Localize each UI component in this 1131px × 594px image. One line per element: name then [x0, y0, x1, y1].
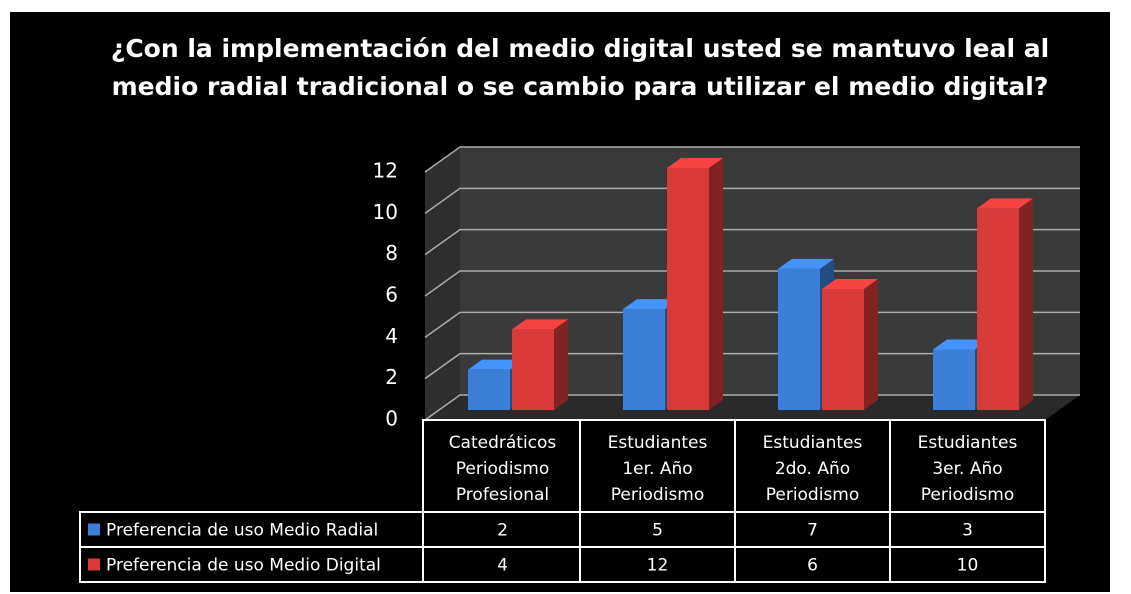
table-value: 6 — [807, 556, 818, 576]
table-value: 12 — [647, 556, 669, 576]
bar-side — [864, 279, 878, 410]
x-tick-label: Estudiantes 2do. Año Periodismo — [763, 433, 863, 505]
legend-label: Preferencia de uso Medio Digital — [106, 556, 381, 576]
bar-top — [933, 339, 989, 350]
bar — [512, 319, 568, 410]
table-value: 5 — [652, 521, 663, 541]
bar — [822, 279, 878, 410]
bar-side — [554, 319, 568, 410]
y-tick-label: 2 — [385, 365, 398, 389]
bar-top — [778, 258, 834, 269]
y-tick-label: 4 — [385, 324, 398, 348]
x-tick-label: Estudiantes 3er. Año Periodismo — [918, 433, 1018, 505]
bar-top — [822, 279, 878, 289]
legend-label: Preferencia de uso Medio Radial — [106, 521, 378, 541]
bar-side — [709, 158, 723, 410]
x-tick-label: Catedráticos Periodismo Profesional — [449, 433, 557, 505]
bar-side — [1019, 198, 1033, 410]
floor — [425, 395, 1080, 420]
grid-line — [424, 187, 1080, 214]
bar-front — [778, 268, 820, 410]
chart-title-line1: ¿Con la implementación del medio digital… — [111, 34, 1049, 63]
y-tick-label: 8 — [385, 241, 398, 265]
bar-front — [977, 208, 1019, 410]
y-tick-label: 10 — [373, 200, 398, 224]
bar-front — [623, 309, 665, 410]
grid-line — [424, 228, 1080, 256]
grid-line — [424, 270, 1080, 297]
grid-line — [424, 146, 1080, 173]
legend-marker — [88, 558, 100, 571]
bar-front — [667, 168, 709, 410]
bar-top — [468, 359, 524, 370]
bar-top — [512, 319, 568, 330]
bar-front — [933, 349, 975, 410]
bar — [977, 198, 1033, 410]
y-tick-label: 6 — [385, 283, 398, 307]
y-tick-label: 12 — [373, 159, 398, 183]
y-tick-label: 0 — [385, 407, 398, 431]
table-value: 3 — [962, 521, 973, 541]
bar — [667, 158, 723, 410]
table-value: 7 — [807, 521, 818, 541]
table-value: 2 — [497, 521, 508, 541]
table-value: 10 — [957, 556, 979, 576]
legend-marker — [88, 523, 100, 536]
bar-front — [512, 329, 554, 410]
x-tick-label: Estudiantes 1er. Año Periodismo — [608, 433, 708, 505]
bar-front — [468, 369, 510, 410]
bar-front — [822, 289, 864, 410]
bar-top — [977, 198, 1033, 209]
bar-top — [667, 158, 723, 168]
bar-top — [623, 299, 679, 310]
chart-title-line2: medio radial tradicional o se cambio par… — [112, 72, 1049, 101]
table-value: 4 — [497, 556, 508, 576]
